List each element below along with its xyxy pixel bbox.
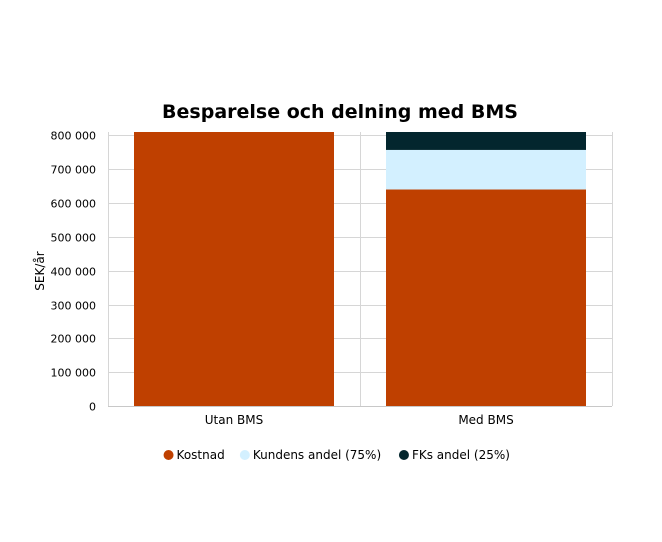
bars <box>134 132 586 406</box>
y-tick-label: 100 000 <box>51 367 97 380</box>
legend-label: Kostnad <box>177 448 225 462</box>
legend-label: FKs andel (25%) <box>412 448 510 462</box>
legend: Kostnad Kundens andel (75%) FKs andel (25%… <box>163 448 510 462</box>
legend-marker <box>239 450 250 460</box>
bar-segment <box>386 189 586 406</box>
y-axis-ticks: 0 100 000 200 000 300 000 400 000 500 000 600 … <box>51 130 97 414</box>
y-axis-title: SEK/år <box>33 251 47 290</box>
y-tick-label: 500 000 <box>51 232 97 245</box>
x-category-label: Utan BMS <box>205 413 263 427</box>
y-tick-label: 300 000 <box>51 300 97 313</box>
x-axis-categories: Utan BMS Med BMS <box>205 413 514 427</box>
bar-segment <box>134 132 334 406</box>
legend-marker <box>163 450 174 460</box>
y-tick-label: 800 000 <box>51 130 97 143</box>
legend-marker <box>398 450 409 460</box>
y-tick-label: 200 000 <box>51 333 97 346</box>
y-tick-label: 600 000 <box>51 198 97 211</box>
x-category-label: Med BMS <box>458 413 513 427</box>
y-tick-label: 400 000 <box>51 266 97 279</box>
y-tick-label: 700 000 <box>51 164 97 177</box>
bar-segment <box>386 149 586 190</box>
y-tick-label: 0 <box>89 401 96 414</box>
legend-label: Kundens andel (75%) <box>253 448 381 462</box>
bar-segment <box>386 132 586 150</box>
chart-title: Besparelse och delning med BMS <box>162 101 518 123</box>
